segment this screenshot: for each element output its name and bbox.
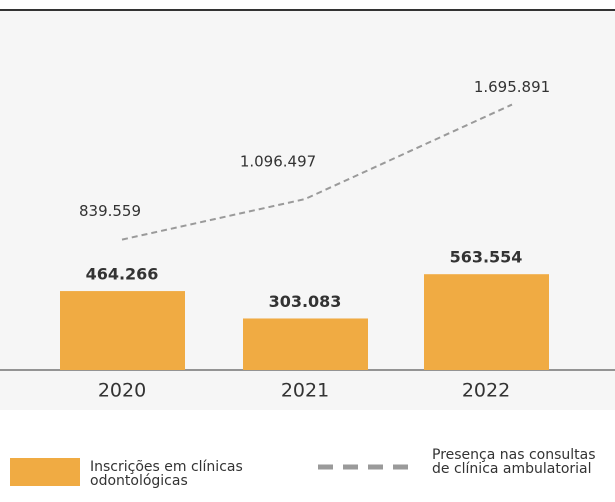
data-label: 563.554 — [450, 248, 523, 267]
x-tick-label: 2022 — [462, 380, 510, 402]
data-label: 303.083 — [269, 292, 342, 311]
data-label: 1.695.891 — [474, 78, 550, 96]
x-tick-label: 2021 — [281, 380, 329, 402]
x-tick-label: 2020 — [98, 380, 146, 402]
data-label: 839.559 — [79, 202, 141, 220]
bar — [424, 274, 549, 370]
bar — [60, 291, 185, 370]
legend-swatch — [10, 458, 80, 486]
line — [121, 103, 513, 241]
data-label: 1.096.497 — [240, 153, 316, 171]
legend-label: Inscrições em clínicas odontológicas — [90, 459, 243, 489]
bar — [243, 318, 368, 370]
data-label: 464.266 — [86, 265, 159, 284]
legend-label: Presença nas consultas de clínica ambula… — [432, 447, 596, 477]
